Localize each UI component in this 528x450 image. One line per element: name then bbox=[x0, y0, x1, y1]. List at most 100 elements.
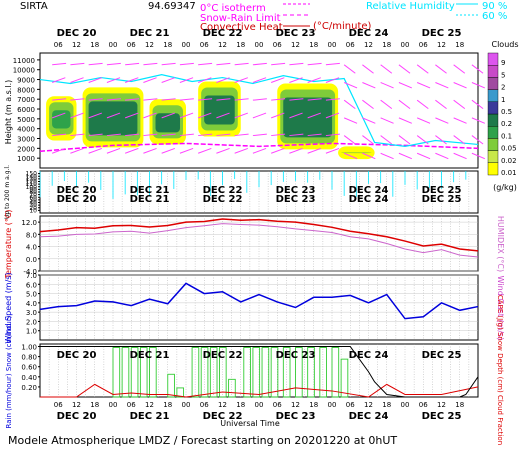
x-axis-label: Universal Time bbox=[220, 419, 280, 428]
cloud-hour-label-17: 12 bbox=[364, 41, 373, 49]
colorbar-swatch-5 bbox=[488, 102, 498, 114]
temp-ylabel: Temperature (°C) bbox=[4, 209, 13, 279]
low-day-label-2-4: DEC 24 bbox=[349, 185, 389, 196]
temp-ytick-label-3: 8.0 bbox=[26, 231, 37, 239]
cloud-hour-label-13: 12 bbox=[291, 41, 300, 49]
cloud-ytick-label-6: 7000 bbox=[17, 96, 35, 104]
low-day-label-2-2: DEC 22 bbox=[203, 185, 243, 196]
temp-ytick-label-2: 4.0 bbox=[26, 244, 37, 252]
cloud-hour-label-3: 00 bbox=[109, 41, 118, 49]
wind-ytick-label-3: 4.0 bbox=[26, 300, 37, 308]
cloud-hour-label-9: 12 bbox=[218, 41, 227, 49]
precip-ytick-label-4: 1.00 bbox=[21, 344, 37, 352]
cloud-ytick-label-3: 4000 bbox=[17, 126, 35, 134]
precip-ytick-label-2: 0.60 bbox=[21, 364, 37, 372]
wind-ytick-label-5: 6.0 bbox=[26, 281, 37, 289]
cloud-hour-label-21: 12 bbox=[437, 41, 446, 49]
cloud-hour-label-4: 06 bbox=[127, 41, 136, 49]
precip-hour-label-22: 18 bbox=[455, 401, 464, 409]
cloud-hour-label-11: 00 bbox=[255, 41, 264, 49]
temp-ytick-label-4: 12.0 bbox=[21, 219, 37, 227]
low-ytick-label-14: 150 bbox=[26, 171, 38, 178]
cloud-hour-label-0: 06 bbox=[54, 41, 63, 49]
cloud-ytick-label-1: 2000 bbox=[17, 145, 35, 153]
precip-hour-label-16: 06 bbox=[346, 401, 355, 409]
cloud-blob-mid-5 bbox=[341, 152, 372, 153]
legend-rh-60: 60 % bbox=[482, 11, 507, 22]
cloud-ytick-label-2: 3000 bbox=[17, 136, 35, 144]
cloud-hour-label-18: 18 bbox=[382, 41, 391, 49]
cloud-hour-label-20: 06 bbox=[419, 41, 428, 49]
legend-rh-label: Relative Humidity bbox=[366, 1, 455, 12]
precip-hour-label-1: 12 bbox=[72, 401, 81, 409]
precip-hour-label-21: 12 bbox=[437, 401, 446, 409]
cloud-ytick-label-4: 5000 bbox=[17, 116, 35, 124]
precip-day-label-0: DEC 20 bbox=[57, 350, 97, 361]
cloud-ytick-label-5: 6000 bbox=[17, 106, 35, 114]
colorbar-level-9: 9 bbox=[501, 59, 505, 67]
precip-hour-label-11: 00 bbox=[255, 401, 264, 409]
cloud-hour-label-1: 12 bbox=[72, 41, 81, 49]
temp-ytick-label-1: 0.0 bbox=[26, 256, 37, 264]
colorbar-level-3: 0.1 bbox=[501, 132, 512, 140]
panels: DEC 20 DEC 21 DEC 22 DEC 23 DEC 24 DEC 2506 12… bbox=[4, 28, 519, 445]
precip-hour-label-10: 18 bbox=[236, 401, 245, 409]
colorbar-level-4: 0.2 bbox=[501, 120, 512, 128]
precip-hour-label-12: 06 bbox=[273, 401, 282, 409]
bottom-day-label-1: DEC 21 bbox=[130, 411, 170, 422]
precip-day-label-1: DEC 21 bbox=[130, 350, 170, 361]
precip-ytick-label-3: 0.80 bbox=[21, 354, 37, 362]
cloud-ytick-label-9: 10000 bbox=[13, 67, 35, 75]
wind-ytick-label-0: 1.0 bbox=[26, 328, 37, 336]
cloud-hour-label-2: 18 bbox=[90, 41, 99, 49]
wind-ytick-label-2: 3.0 bbox=[26, 309, 37, 317]
colorbar-swatch-6 bbox=[488, 90, 498, 102]
cloud-blob-core-0 bbox=[52, 110, 70, 128]
cloud-hour-label-10: 18 bbox=[236, 41, 245, 49]
precip-hour-label-8: 06 bbox=[200, 401, 209, 409]
precip-hour-label-9: 12 bbox=[218, 401, 227, 409]
precip-day-label-4: DEC 24 bbox=[349, 350, 389, 361]
precip-hour-label-18: 18 bbox=[382, 401, 391, 409]
wind-ytick-label-4: 5.0 bbox=[26, 291, 37, 299]
colorbar-swatch-0 bbox=[488, 163, 498, 175]
wind-ytick-label-1: 2.0 bbox=[26, 318, 37, 326]
cloud-ytick-label-0: 1000 bbox=[17, 155, 35, 163]
cloud-hour-label-7: 00 bbox=[182, 41, 191, 49]
precip-hour-label-4: 06 bbox=[127, 401, 136, 409]
cloud-day-label-2: DEC 22 bbox=[203, 28, 243, 39]
colorbar-swatch-8 bbox=[488, 65, 498, 77]
colorbar-level-8: 5 bbox=[501, 71, 505, 79]
colorbar-title: Clouds bbox=[491, 40, 518, 49]
cloud-blob-core-1 bbox=[89, 101, 138, 135]
precip-hour-label-17: 12 bbox=[364, 401, 373, 409]
cloud-hour-label-6: 18 bbox=[163, 41, 172, 49]
colorbar-swatch-1 bbox=[488, 151, 498, 163]
precip-ylabel-right: CAPE (J/g) Snow Depth (cm) Cloud Fractio… bbox=[496, 295, 504, 445]
cloud-ylabel: Height (m a.s.l.) bbox=[4, 80, 13, 145]
precip-ylabel: Rain (mm/hour) Snow (cm/hour) bbox=[5, 315, 13, 428]
low-day-label-2-5: DEC 25 bbox=[422, 185, 462, 196]
low-day-label-2-0: DEC 20 bbox=[57, 185, 97, 196]
cloud-hour-label-16: 06 bbox=[346, 41, 355, 49]
precip-day-label-2: DEC 22 bbox=[203, 350, 243, 361]
bottom-day-label-5: DEC 25 bbox=[422, 411, 462, 422]
colorbar-unit: (g/kg) bbox=[493, 183, 517, 192]
precip-hour-label-0: 06 bbox=[54, 401, 63, 409]
low-day-label-2-3: DEC 23 bbox=[276, 185, 316, 196]
cloud-ytick-label-8: 9000 bbox=[17, 77, 35, 85]
precip-hour-label-13: 12 bbox=[291, 401, 300, 409]
colorbar-level-7: 2 bbox=[501, 84, 505, 92]
colorbar-swatch-3 bbox=[488, 126, 498, 138]
cloud-day-label-4: DEC 24 bbox=[349, 28, 389, 39]
cloud-hour-label-5: 12 bbox=[145, 41, 154, 49]
cloud-hour-label-8: 06 bbox=[200, 41, 209, 49]
precip-hour-label-20: 06 bbox=[419, 401, 428, 409]
cloud-ytick-label-7: 8000 bbox=[17, 86, 35, 94]
colorbar-level-6: 1 bbox=[501, 96, 505, 104]
cloud-day-label-0: DEC 20 bbox=[57, 28, 97, 39]
precip-hour-label-3: 00 bbox=[109, 401, 118, 409]
footer-caption: Modele Atmospherique LMDZ / Forecast sta… bbox=[8, 434, 397, 447]
precip-hour-label-5: 12 bbox=[145, 401, 154, 409]
